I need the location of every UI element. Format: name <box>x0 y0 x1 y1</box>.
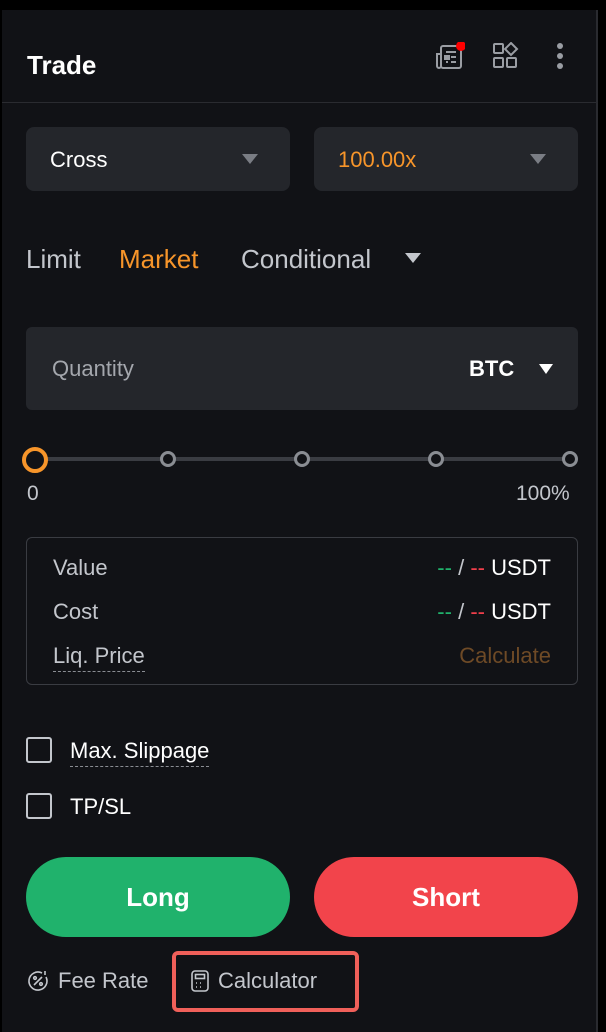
cost-row: Cost -- / -- USDT <box>53 599 551 625</box>
calculate-link[interactable]: Calculate <box>459 643 551 668</box>
caret-down-icon <box>242 154 258 164</box>
long-button[interactable]: Long <box>26 857 290 937</box>
quantity-unit-select[interactable]: BTC <box>469 356 515 381</box>
slider-mark-100[interactable] <box>562 451 578 467</box>
liq-price-row: Liq. Price Calculate <box>53 643 551 672</box>
cost-long: -- <box>437 599 452 624</box>
calculator-highlight <box>172 951 359 1012</box>
cost-unit: USDT <box>491 599 551 624</box>
news-icon[interactable] <box>435 41 466 77</box>
divider <box>2 102 598 103</box>
tab-market[interactable]: Market <box>119 244 199 274</box>
tpsl-checkbox[interactable] <box>26 793 52 819</box>
value-row: Value -- / -- USDT <box>53 555 551 581</box>
value-label: Value <box>53 555 108 580</box>
quantity-input[interactable]: Quantity BTC <box>26 327 578 410</box>
caret-down-icon[interactable] <box>405 253 421 263</box>
value-short: -- <box>470 555 485 580</box>
cost-label: Cost <box>53 599 99 624</box>
calculator-icon <box>191 970 209 992</box>
liq-price-label[interactable]: Liq. Price <box>53 643 145 672</box>
tab-conditional[interactable]: Conditional <box>241 244 372 274</box>
tab-limit[interactable]: Limit <box>26 244 81 274</box>
panel-title: Trade <box>27 50 97 80</box>
margin-mode-value: Cross <box>50 147 108 172</box>
widgets-icon[interactable] <box>492 41 520 75</box>
value-long: -- <box>437 555 452 580</box>
caret-down-icon[interactable] <box>539 364 553 374</box>
top-bar <box>0 0 606 10</box>
fee-rate-label: Fee Rate <box>58 968 149 993</box>
slider-max-label: 100% <box>516 482 570 505</box>
separator: / <box>458 599 465 624</box>
fee-rate-icon <box>28 971 48 991</box>
slider-mark-50[interactable] <box>294 451 310 467</box>
caret-down-icon <box>530 154 546 164</box>
max-slippage-checkbox[interactable] <box>26 737 52 763</box>
cost-short: -- <box>470 599 485 624</box>
slider-mark-25[interactable] <box>160 451 176 467</box>
leverage-value: 100.00x <box>338 147 417 172</box>
max-slippage-label[interactable]: Max. Slippage <box>70 738 210 767</box>
margin-mode-select[interactable]: Cross <box>26 127 290 191</box>
slider-min-label: 0 <box>27 482 39 505</box>
leverage-select[interactable]: 100.00x <box>314 127 578 191</box>
tpsl-label[interactable]: TP/SL <box>70 794 132 819</box>
short-button[interactable]: Short <box>314 857 578 937</box>
separator: / <box>458 555 465 580</box>
calculator-label: Calculator <box>218 968 318 993</box>
quantity-placeholder: Quantity <box>52 356 134 381</box>
slider-handle[interactable] <box>22 447 48 473</box>
slider-mark-75[interactable] <box>428 451 444 467</box>
calculator-link[interactable]: Calculator <box>190 968 317 994</box>
trade-panel: Trade Cross 100.00x Limit Market Conditi… <box>2 10 598 1032</box>
order-info-box: Value -- / -- USDT Cost -- / -- USDT Liq… <box>26 537 578 685</box>
more-icon[interactable] <box>556 42 564 75</box>
value-unit: USDT <box>491 555 551 580</box>
fee-rate-link[interactable]: Fee Rate <box>26 968 149 994</box>
